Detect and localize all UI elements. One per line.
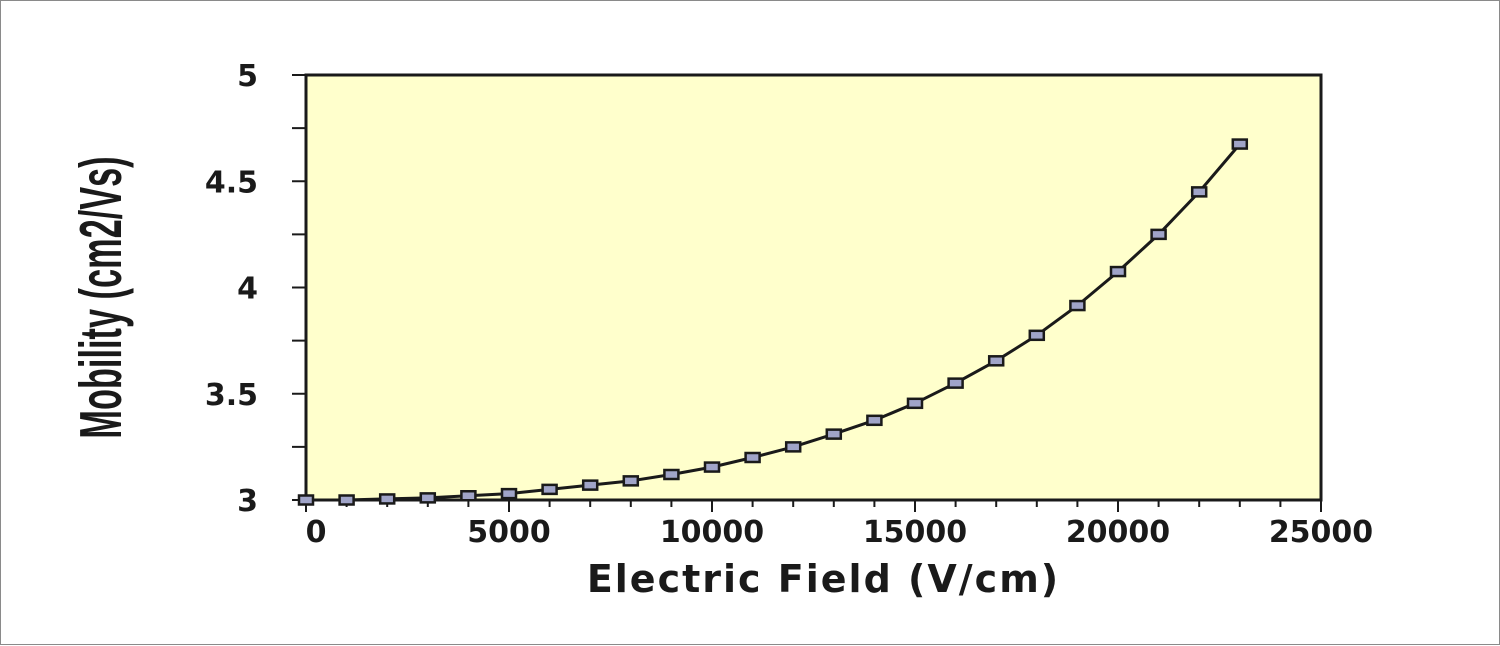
data-point [703, 461, 721, 473]
y-axis-ticks [292, 74, 306, 501]
data-point [784, 441, 802, 453]
data-point [1109, 265, 1127, 278]
data-point [947, 377, 964, 389]
data-point [1231, 138, 1249, 150]
data-point [460, 490, 477, 502]
x-tick-label: 15000 [863, 515, 967, 550]
series-markers [297, 138, 1249, 506]
x-axis-ticks [305, 500, 1322, 512]
data-point [866, 414, 883, 427]
data-point [1150, 228, 1167, 241]
data-point [1190, 186, 1208, 198]
data-point [1069, 299, 1086, 312]
data-point [500, 487, 518, 500]
x-tick-label: 0 [306, 515, 327, 550]
y-tick-label: 5 [237, 59, 258, 94]
y-axis-tick-labels: 3 3.5 4 4.5 5 [205, 59, 258, 519]
data-point [906, 397, 924, 410]
x-tick-label: 5000 [467, 515, 551, 550]
data-point [744, 451, 761, 464]
data-point [1028, 329, 1046, 342]
y-axis-title: Mobility (cm2/Vs) [68, 156, 134, 438]
data-point [622, 475, 640, 487]
y-tick-label: 3 [237, 484, 258, 519]
data-point [378, 493, 396, 505]
x-tick-label: 20000 [1066, 515, 1170, 550]
x-axis-tick-labels: 0 5000 10000 15000 20000 25000 [306, 515, 1374, 550]
y-tick-label: 3.5 [205, 378, 258, 413]
data-point [663, 468, 680, 481]
data-point [581, 479, 599, 491]
plot-area [304, 73, 1323, 502]
data-point [338, 494, 355, 506]
data-point [297, 494, 315, 506]
data-point [419, 492, 437, 504]
x-tick-label: 10000 [660, 515, 764, 550]
x-axis-title: Electric Field (V/cm) [587, 557, 1060, 601]
y-tick-label: 4 [237, 272, 258, 307]
data-point [987, 355, 1005, 367]
x-tick-label: 25000 [1269, 515, 1373, 550]
data-point [541, 483, 558, 496]
y-tick-label: 4.5 [205, 165, 258, 200]
data-point [825, 428, 843, 440]
